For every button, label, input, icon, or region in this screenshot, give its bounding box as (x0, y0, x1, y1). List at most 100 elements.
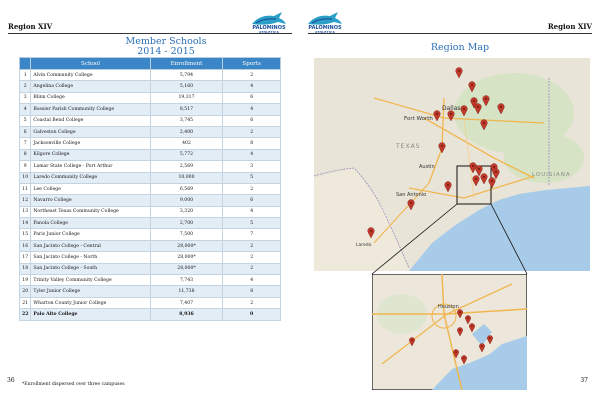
cell-enrollment: 11,738 (149, 285, 224, 298)
svg-text:PALOMINOS: PALOMINOS (252, 25, 286, 30)
member-schools-table: School Enrollment Sports 1 Alvin Communit… (18, 57, 281, 321)
cell-enrollment: 5,794 (149, 68, 224, 82)
cell-enrollment: 7,743 (149, 274, 224, 287)
cell-school: Laredo Community College (30, 171, 151, 184)
school-location-pin-icon (460, 105, 468, 117)
school-location-pin-icon (472, 175, 480, 187)
school-location-pin-icon (438, 142, 446, 154)
cell-school: San Jacinto College - Central (30, 239, 151, 253)
table-row: 9 Lamar State College - Port Arthur 2,569 3 (18, 160, 281, 173)
palominos-logo-right: PALOMINOS ATHLETICS (304, 10, 346, 36)
table-row: 5 Coastal Bend College 3,745 6 (18, 114, 281, 127)
table-row: 15 Paris Junior College 7,500 7 (18, 228, 281, 241)
school-location-pin-icon (465, 315, 471, 325)
cell-school: Lamar State College - Port Arthur (30, 160, 151, 173)
school-location-pin-icon (447, 110, 455, 122)
header-rule-right (308, 33, 592, 34)
cell-school: Blinn College (30, 91, 151, 105)
cell-sports: 3 (222, 160, 281, 173)
table-row: 17 San Jacinto College - North 28,000* 2 (18, 251, 281, 264)
school-location-pin-icon (409, 337, 415, 347)
cell-school: Panola College (30, 217, 151, 230)
cell-sports: 5 (222, 171, 281, 184)
cell-school: Northeast Texas Community College (30, 205, 151, 219)
cell-enrollment: 28,000* (149, 262, 224, 276)
table-row: 6 Galveston College 2,400 2 (18, 125, 281, 139)
school-location-pin-icon (444, 181, 452, 193)
region-map-title: Region Map (430, 42, 490, 53)
cell-number: 18 (18, 262, 32, 276)
school-location-pin-icon (497, 103, 505, 115)
table-row: 14 Panola College 2,700 5 (18, 217, 281, 230)
label-laredo: Laredo (356, 242, 372, 248)
table-row: 16 San Jacinto College - Central 28,000* 2 (18, 239, 281, 253)
cell-sports: 0 (222, 308, 281, 321)
cell-sports: 7 (222, 228, 281, 241)
label-louisiana: LOUISIANA (532, 172, 571, 178)
member-schools-title: Member Schools (125, 36, 207, 47)
svg-text:PALOMINOS: PALOMINOS (308, 25, 342, 30)
cell-number: 7 (18, 137, 32, 150)
school-location-pin-icon (455, 67, 463, 79)
school-location-pin-icon (490, 163, 498, 175)
cell-sports: 2 (222, 251, 281, 264)
school-location-pin-icon (470, 97, 478, 109)
cell-number: 4 (18, 103, 32, 116)
table-row: 8 Kilgore College 5,772 4 (18, 148, 281, 162)
table-row: 1 Alvin Community College 5,794 2 (18, 68, 281, 82)
cell-enrollment: 28,000* (149, 251, 224, 264)
cell-sports: 2 (222, 182, 281, 196)
cell-number: 19 (18, 274, 32, 287)
cell-enrollment: 9,000 (149, 194, 224, 207)
cell-sports: 8 (222, 137, 281, 150)
table-row: 18 San Jacinto College - South 28,000* 2 (18, 262, 281, 276)
cell-enrollment: 3,320 (149, 205, 224, 219)
table-row: 7 Jacksonville College 402 8 (18, 137, 281, 150)
cell-number: 5 (18, 114, 32, 127)
table-body: 1 Alvin Community College 5,794 2 2 Angelina … (18, 68, 281, 321)
cell-school: San Jacinto College - South (30, 262, 151, 276)
cell-sports: 4 (222, 205, 281, 219)
page-number-left: 36 (7, 377, 15, 384)
header-num (18, 57, 32, 70)
table-row: 20 Tyler Junior College 11,738 8 (18, 285, 281, 298)
table-row: 10 Laredo Community College 10,000 5 (18, 171, 281, 184)
cell-school: Bossier Parish Community College (30, 103, 151, 116)
label-fort-worth: Fort Worth (404, 116, 433, 122)
school-location-pin-icon (480, 119, 488, 131)
cell-enrollment: 402 (149, 137, 224, 150)
cell-enrollment: 7,500 (149, 228, 224, 241)
cell-enrollment: 28,000* (149, 239, 224, 253)
cell-sports: 6 (222, 114, 281, 127)
school-location-pin-icon (474, 103, 482, 115)
table-header-row: School Enrollment Sports (18, 57, 281, 70)
label-houston: Houston (438, 304, 459, 310)
cell-sports: 2 (222, 68, 281, 82)
school-location-pin-icon (480, 173, 488, 185)
label-austin: Austin (419, 164, 435, 170)
cell-number: 2 (18, 80, 32, 93)
school-location-pin-icon (487, 335, 493, 345)
cell-enrollment: 7,407 (149, 296, 224, 310)
school-location-pin-icon (469, 323, 475, 333)
cell-sports: 6 (222, 91, 281, 105)
table-row: 4 Bossier Parish Community College 8,517 4 (18, 103, 281, 116)
header-region-right: Region XIV (547, 22, 592, 31)
cell-enrollment: 6,569 (149, 182, 224, 196)
cell-enrollment: 5,160 (149, 80, 224, 93)
cell-number: 6 (18, 125, 32, 139)
table-row: 13 Northeast Texas Community College 3,320… (18, 205, 281, 219)
school-location-pin-icon (457, 327, 463, 337)
cell-number: 13 (18, 205, 32, 219)
cell-school: Tyler Junior College (30, 285, 151, 298)
school-location-pin-icon (492, 168, 500, 180)
cell-school: Lee College (30, 182, 151, 196)
cell-number: 22 (18, 308, 32, 321)
cell-sports: 5 (222, 217, 281, 230)
header-sports: Sports (222, 57, 281, 70)
school-location-pin-icon (475, 165, 483, 177)
cell-number: 20 (18, 285, 32, 298)
header-rule-left (8, 33, 292, 34)
table-row: 19 Trinity Valley Community College 7,743 4 (18, 274, 281, 287)
cell-school: Paris Junior College (30, 228, 151, 241)
